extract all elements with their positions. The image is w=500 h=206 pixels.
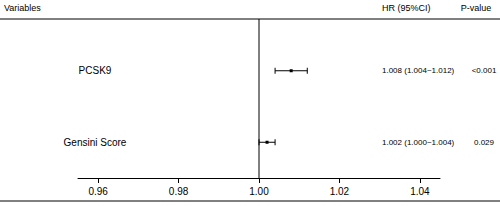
svg-text:HR (95%CI): HR (95%CI): [382, 3, 431, 13]
svg-text:P-value: P-value: [461, 3, 492, 13]
svg-text:Gensini Score: Gensini Score: [64, 137, 127, 148]
svg-text:Variables: Variables: [4, 3, 41, 13]
svg-text:0.029: 0.029: [474, 138, 495, 147]
svg-text:1.002 (1.000~1.004): 1.002 (1.000~1.004): [382, 138, 455, 147]
svg-text:1.00: 1.00: [249, 186, 269, 197]
svg-text:1.02: 1.02: [330, 186, 350, 197]
svg-text:1.008 (1.004~1.012): 1.008 (1.004~1.012): [382, 66, 455, 75]
svg-text:0.98: 0.98: [169, 186, 189, 197]
svg-text:<0.001: <0.001: [472, 66, 497, 75]
svg-text:PCSK9: PCSK9: [79, 65, 112, 76]
svg-text:0.96: 0.96: [88, 186, 108, 197]
svg-text:1.04: 1.04: [410, 186, 430, 197]
